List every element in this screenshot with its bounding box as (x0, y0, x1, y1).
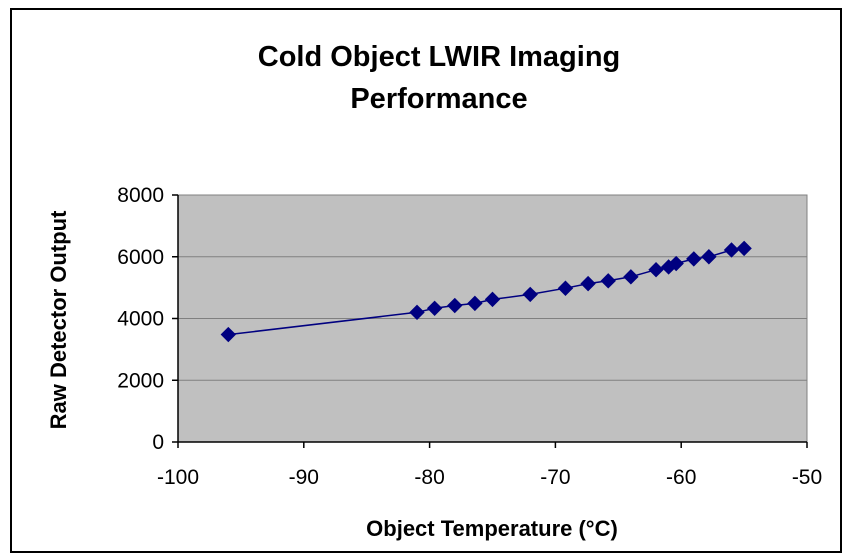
x-tick-label: -70 (540, 466, 570, 489)
y-tick-label: 4000 (117, 308, 164, 331)
data-point (467, 295, 483, 312)
data-point (426, 300, 443, 317)
data-point (686, 251, 702, 267)
chart-title-line-2: Performance (350, 83, 527, 115)
data-point (648, 262, 664, 278)
x-axis-label: Object Temperature (°C) (366, 516, 618, 541)
data-point (701, 249, 717, 265)
y-tick-labels: 0 2000 4000 6000 8000 (117, 184, 164, 454)
data-point (723, 242, 740, 258)
data-point (522, 286, 538, 303)
data-point (623, 269, 639, 285)
x-tick-label: -50 (792, 466, 822, 489)
data-point (580, 275, 596, 292)
x-tick-label: -60 (666, 466, 696, 489)
chart-title-line-1: Cold Object LWIR Imaging (258, 41, 621, 73)
x-tick-label: -80 (414, 466, 444, 489)
chart-frame: Cold Object LWIR Imaging Performance 0 20… (10, 8, 842, 553)
x-tick-label: -100 (157, 466, 199, 489)
data-point (736, 240, 752, 257)
y-tick-label: 0 (152, 431, 164, 454)
series-group (220, 240, 752, 343)
data-point (557, 280, 574, 296)
data-point (220, 326, 237, 343)
x-tick-labels: -100 -90 -80 -70 -60 -50 (157, 466, 822, 489)
y-tick-label: 6000 (117, 246, 164, 269)
y-tick-label: 2000 (117, 369, 164, 392)
data-point (447, 297, 463, 314)
data-point (409, 304, 425, 321)
y-axis-label: Raw Detector Output (46, 210, 71, 429)
axes (172, 194, 808, 448)
data-point (484, 291, 501, 308)
y-tick-label: 8000 (117, 184, 164, 207)
data-point (668, 255, 684, 272)
chart-svg: Cold Object LWIR Imaging Performance 0 20… (46, 41, 822, 541)
data-point (600, 273, 616, 289)
x-tick-label: -90 (289, 466, 319, 489)
